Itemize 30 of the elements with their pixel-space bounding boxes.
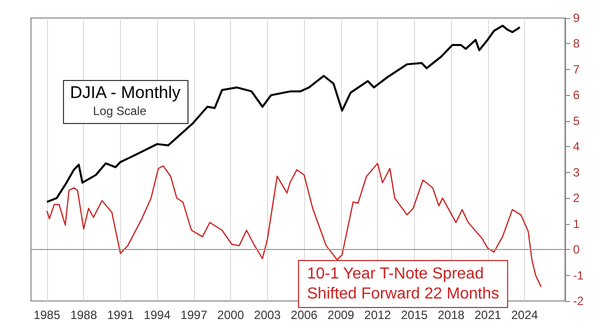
series-label: 10-1 Year T-Note Spread Shifted Forward 22 Months [307, 266, 500, 302]
y-tick-label: 6 [573, 88, 580, 102]
y-tick-label: 7 [573, 62, 580, 76]
y-tick-label: 9 [573, 11, 580, 25]
annotation: Log Scale [93, 104, 147, 118]
y-tick-label: 1 [573, 216, 580, 231]
y-tick-label: 4 [573, 140, 580, 154]
x-tick-label: 2003 [254, 308, 282, 322]
y-tick-label: 0 [573, 242, 580, 257]
x-tick-label: 2006 [290, 308, 318, 322]
x-tick-label: 2018 [438, 308, 465, 322]
x-tick-label: 2012 [364, 308, 392, 322]
y-tick-label: 2 [573, 191, 580, 206]
y-tick-label: 8 [573, 36, 580, 51]
x-tick-label: 1985 [34, 308, 61, 322]
x-tick-label: 1997 [180, 308, 208, 322]
x-tick-label: 2000 [217, 308, 244, 322]
x-tick-label: 1994 [144, 308, 171, 322]
x-tick-label: 2024 [511, 308, 538, 322]
series-label: DJIA - Monthly [70, 83, 182, 102]
x-tick-label: 2009 [328, 308, 355, 322]
y-tick-label: -2 [573, 294, 584, 308]
x-tick-label: 1991 [107, 308, 134, 322]
x-tick-label: 1988 [70, 308, 98, 322]
x-tick-label: 2015 [401, 308, 428, 322]
y-tick-label: 3 [573, 165, 580, 180]
y-tick-label: -1 [573, 268, 584, 282]
x-tick-label: 2021 [474, 308, 502, 322]
line-series [46, 24, 521, 203]
y-tick-label: 5 [573, 114, 580, 128]
